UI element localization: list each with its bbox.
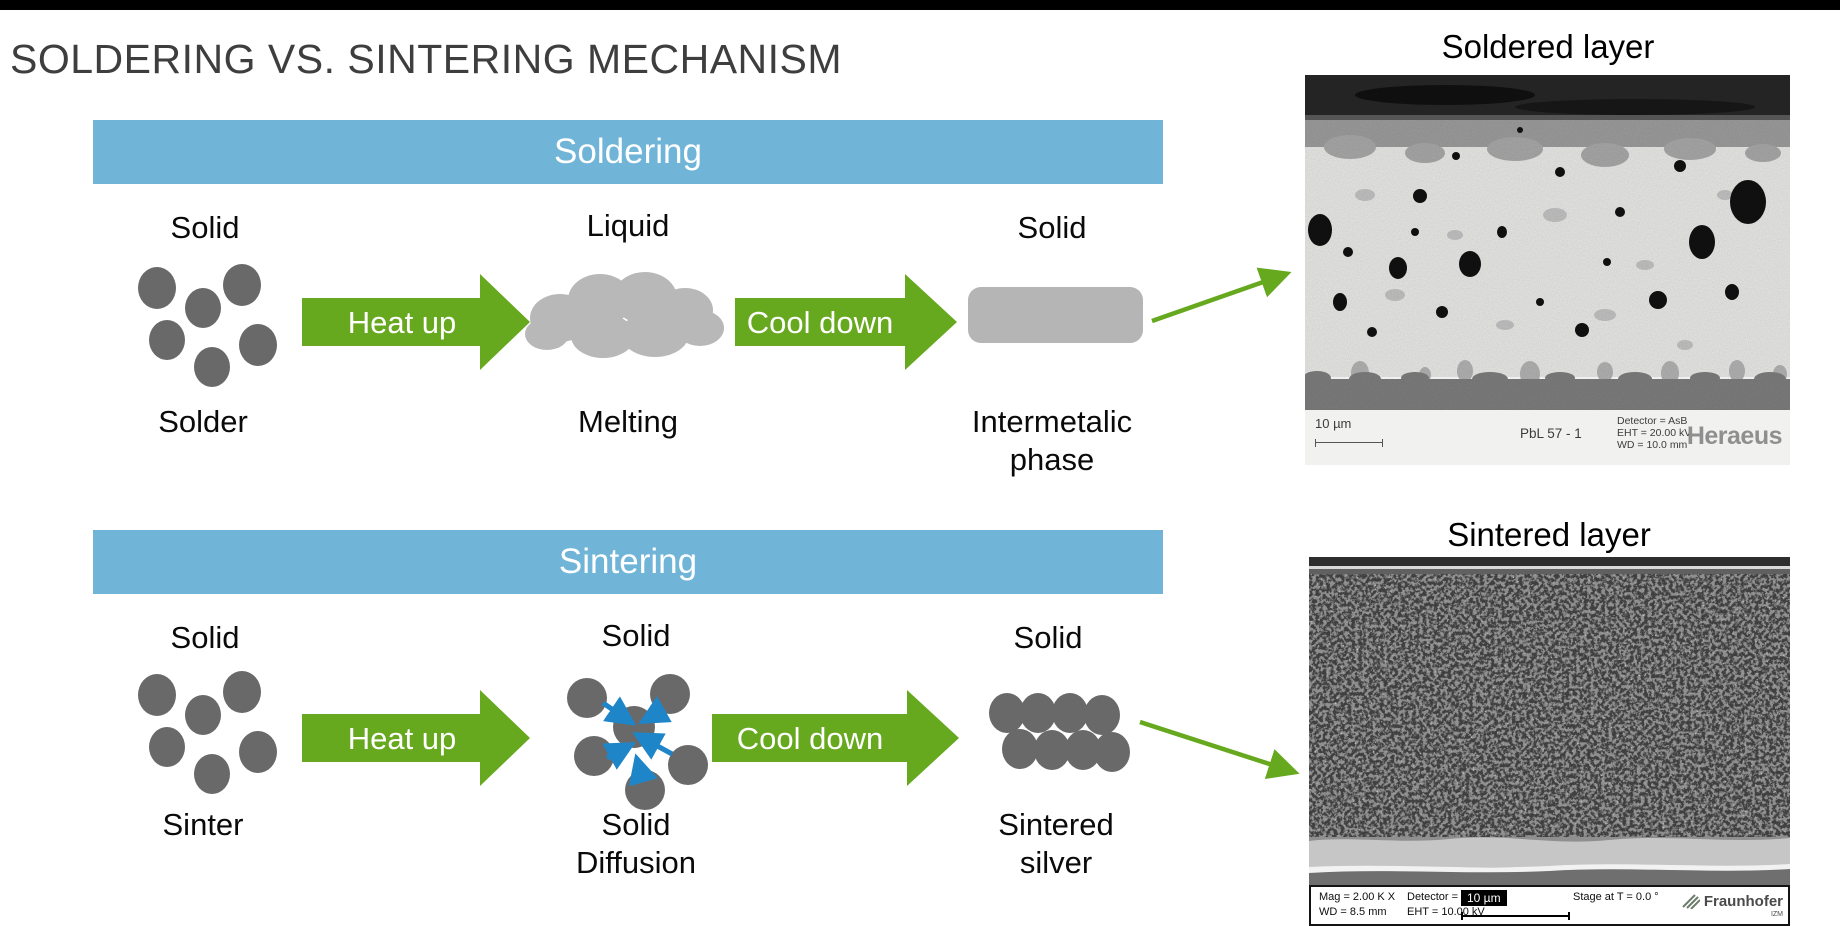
sem1-scale-label: 10 µm — [1315, 416, 1352, 431]
sintering-banner-label: Sintering — [558, 542, 698, 581]
sem1-wd: WD = 10.0 mm — [1617, 439, 1688, 451]
arrow-to-sintered-image — [1139, 719, 1300, 780]
sintering-state-solid-1: Solid — [170, 620, 240, 655]
melting-caption: Melting — [578, 404, 678, 439]
sem2-scale-bar — [1461, 912, 1570, 920]
solid-diffusion-caption: Solid Diffusion — [576, 806, 696, 882]
soldering-state-solid-1: Solid — [170, 210, 240, 245]
soldered-layer-title: Soldered layer — [1441, 28, 1655, 65]
sinter-particles-icon — [138, 671, 277, 794]
arrow-to-soldered-image — [1151, 267, 1292, 324]
sintering-state-solid-2: Solid — [601, 618, 671, 653]
sintering-heat-up-label: Heat up — [348, 721, 457, 756]
soldering-banner: Soldering — [93, 120, 1163, 184]
soldering-state-liquid: Liquid — [586, 208, 670, 243]
fraunhofer-logo-sub: IZM — [1770, 911, 1783, 918]
soldering-cool-down-label: Cool down — [747, 305, 893, 340]
sem2-stage: Stage at T = 0.0 ° — [1573, 891, 1659, 903]
soldering-heat-up-label: Heat up — [348, 305, 457, 340]
sintering-cool-down-arrow: Cool down — [712, 690, 959, 786]
sem1-scale-bar — [1315, 439, 1383, 447]
top-black-strip — [0, 0, 1840, 10]
soldering-cool-down-arrow: Cool down — [735, 274, 957, 370]
sintering-state-solid-3: Solid — [1013, 620, 1083, 655]
sintering-cool-down-label: Cool down — [737, 721, 883, 756]
fraunhofer-logo: Fraunhofer IZM — [1682, 893, 1783, 918]
sintered-silver-caption-line2: silver — [1019, 845, 1093, 880]
solid-diffusion-caption-line1: Solid — [601, 807, 671, 842]
soldering-heat-up-arrow: Heat up — [302, 274, 530, 370]
intermetalic-phase-slab-icon — [968, 287, 1143, 343]
page-title: SOLDERING VS. SINTERING MECHANISM — [10, 36, 843, 82]
solder-particles-icon — [138, 264, 277, 387]
sem1-eht: EHT = 20.00 kV — [1617, 427, 1692, 439]
soldered-sem-micrograph — [1305, 75, 1790, 410]
sintered-silver-caption-line1: Sintered — [998, 807, 1114, 842]
melting-blob-icon — [525, 272, 724, 358]
soldered-sem-caption-bar: 10 µm PbL 57 - 1 Detector = AsB EHT = 20… — [1305, 410, 1790, 465]
intermetalic-phase-caption-line2: phase — [1009, 442, 1095, 477]
fraunhofer-logo-text: Fraunhofer — [1703, 893, 1783, 910]
soldering-banner-label: Soldering — [554, 132, 702, 171]
sintered-silver-icon — [989, 693, 1130, 772]
sintering-heat-up-arrow: Heat up — [302, 690, 530, 786]
sem1-detector: Detector = AsB — [1617, 415, 1688, 427]
sem2-mag: Mag = 2.00 K X — [1319, 891, 1396, 903]
soldering-state-solid-2: Solid — [1017, 210, 1087, 245]
solder-caption: Solder — [158, 404, 248, 439]
sintered-silver-caption: Sintered silver — [998, 806, 1113, 882]
heraeus-logo: Heraeus — [1686, 422, 1783, 450]
sem2-scale-label: 10 µm — [1461, 890, 1507, 906]
sem1-sample-id: PbL 57 - 1 — [1520, 426, 1582, 441]
sem2-wd: WD = 8.5 mm — [1319, 906, 1387, 918]
intermetalic-phase-caption-line1: Intermetalic — [971, 404, 1133, 439]
sintered-sem-caption-bar: Mag = 2.00 K X WD = 8.5 mm Detector = SE… — [1309, 885, 1790, 926]
solid-diffusion-caption-line2: Diffusion — [575, 845, 697, 880]
sintering-banner: Sintering — [93, 530, 1163, 594]
fraunhofer-logo-icon — [1682, 894, 1700, 909]
sinter-caption: Sinter — [162, 807, 244, 842]
sem1-metadata: Detector = AsB EHT = 20.00 kV WD = 10.0 … — [1617, 415, 1691, 451]
sintered-layer-title: Sintered layer — [1447, 516, 1651, 553]
sintered-sem-micrograph — [1309, 557, 1790, 885]
intermetalic-phase-caption: Intermetalic phase — [972, 403, 1132, 479]
solid-diffusion-icon — [567, 674, 708, 810]
